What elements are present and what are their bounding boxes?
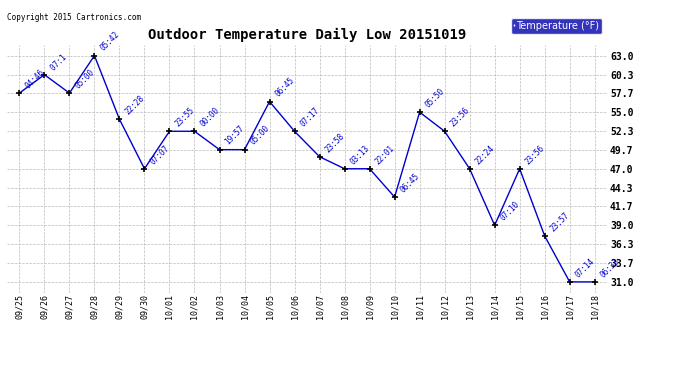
Text: 07:10: 07:10: [499, 200, 522, 222]
Text: 05:50: 05:50: [424, 87, 446, 109]
Text: 07:14: 07:14: [574, 256, 597, 279]
Text: 06:45: 06:45: [399, 171, 422, 194]
Text: 05:00: 05:00: [74, 68, 97, 90]
Text: 22:28: 22:28: [124, 94, 146, 117]
Text: 23:56: 23:56: [524, 143, 546, 166]
Text: 04:46: 04:46: [23, 68, 46, 90]
Text: 22:01: 22:01: [374, 143, 397, 166]
Text: 23:58: 23:58: [324, 131, 346, 154]
Text: 23:55: 23:55: [174, 106, 197, 129]
Text: Copyright 2015 Cartronics.com: Copyright 2015 Cartronics.com: [7, 13, 141, 22]
Text: 19:57: 19:57: [224, 124, 246, 147]
Text: 07:17: 07:17: [299, 106, 322, 129]
Text: 07:07: 07:07: [148, 143, 171, 166]
Text: 00:00: 00:00: [199, 106, 221, 129]
Text: 05:42: 05:42: [99, 30, 121, 53]
Text: 05:00: 05:00: [248, 124, 271, 147]
Text: 06:45: 06:45: [274, 76, 297, 99]
Text: 06:33: 06:33: [599, 256, 622, 279]
Text: 07:1: 07:1: [48, 49, 71, 72]
Text: 23:56: 23:56: [448, 106, 471, 129]
Text: 22:24: 22:24: [474, 143, 497, 166]
Text: 23:57: 23:57: [549, 210, 571, 233]
Text: 03:13: 03:13: [348, 143, 371, 166]
Legend: Temperature (°F): Temperature (°F): [511, 18, 602, 33]
Title: Outdoor Temperature Daily Low 20151019: Outdoor Temperature Daily Low 20151019: [148, 28, 466, 42]
